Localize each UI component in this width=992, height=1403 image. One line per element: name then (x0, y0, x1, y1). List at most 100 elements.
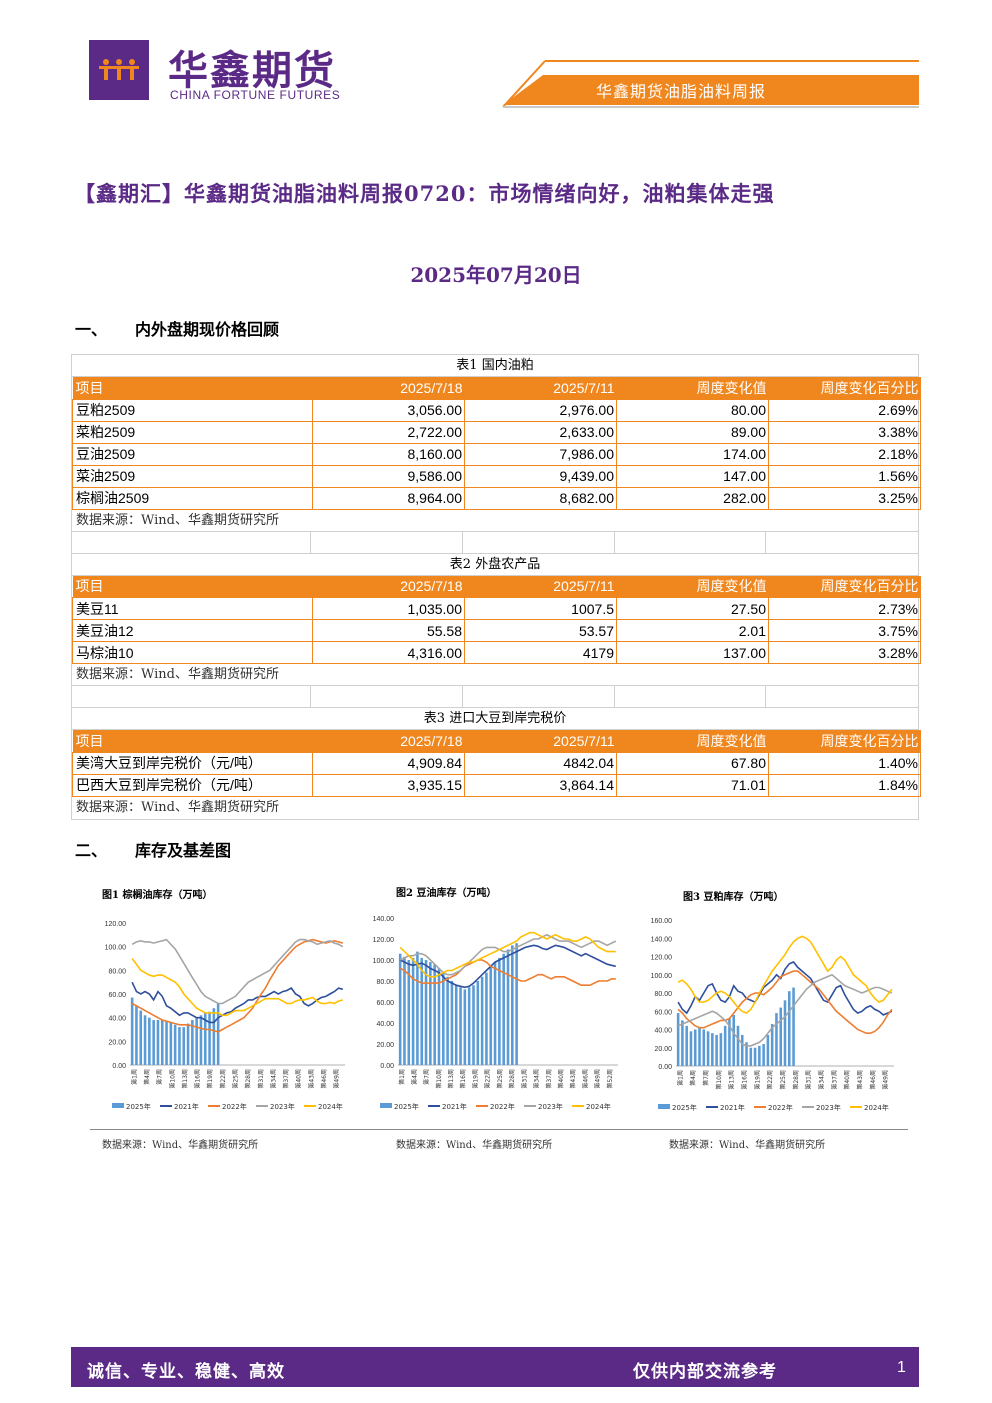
bar-mark (762, 1044, 765, 1066)
item-name-cell: 美湾大豆到岸完税价（元/吨） (72, 751, 313, 775)
section-number: 一、 (75, 320, 108, 339)
legend-swatch (658, 1104, 670, 1109)
series-line (131, 938, 344, 1005)
x-tick-label: 第25周 (779, 1070, 787, 1090)
x-tick-label: 第34周 (269, 1069, 277, 1089)
chart-soybean-meal-inventory: 图3 豆粕库存（万吨） 160.00 140.00 120.00 100.00 80.00… (638, 878, 903, 1128)
table3-source: 数据来源：Wind、华鑫期货研究所 (76, 799, 279, 815)
value-cell: 2.18% (768, 442, 921, 466)
value-cell: 71.01 (616, 773, 769, 797)
bar-mark (711, 1033, 714, 1066)
value-cell: 2.69% (768, 398, 921, 422)
x-tick-label: 第1周 (398, 1069, 406, 1085)
column-header: 周度变化百分比 (768, 377, 921, 399)
x-tick-label: 第40周 (295, 1069, 303, 1089)
x-tick-label: 第19周 (471, 1069, 479, 1089)
section-heading-prices: 一、 内外盘期现价格回顾 (75, 316, 279, 340)
logo-chinese-name: 华鑫期货 (168, 48, 336, 94)
legend-label: 2025年 (394, 1102, 419, 1111)
item-name-cell: 美豆11 (72, 597, 313, 620)
series-line (399, 944, 616, 989)
x-tick-label: 第43周 (856, 1070, 864, 1090)
bar-mark (502, 953, 505, 1065)
value-cell: 3,056.00 (312, 398, 465, 422)
column-header: 项目 (72, 377, 313, 399)
bar-mark (191, 1020, 194, 1065)
series-line (131, 938, 344, 1033)
series-line (399, 933, 617, 976)
x-tick-label: 第19周 (206, 1069, 214, 1089)
footer-motto: 诚信、专业、稳健、高效 (87, 1362, 285, 1382)
x-tick-label: 第25周 (232, 1069, 240, 1089)
column-header: 周度变化百分比 (768, 575, 921, 598)
y-tick-label: 100.00 (373, 958, 395, 965)
column-header: 2025/7/18 (312, 575, 465, 598)
bar-mark (160, 1020, 164, 1065)
bar-mark (693, 1029, 697, 1066)
y-tick-label: 120.00 (651, 955, 673, 962)
x-tick-label: 第1周 (676, 1070, 684, 1086)
legend-label: 2025年 (672, 1103, 697, 1112)
x-tick-label: 第37周 (545, 1069, 553, 1089)
value-cell: 282.00 (616, 486, 769, 510)
bar-mark (403, 956, 406, 1065)
x-tick-label: 第49周 (594, 1069, 602, 1089)
footer-disclaimer: 仅供内部交流参考 (633, 1362, 777, 1382)
table2-source: 数据来源：Wind、华鑫期货研究所 (72, 664, 918, 686)
x-tick-label: 第1周 (130, 1069, 138, 1085)
x-tick-label: 第16周 (194, 1069, 202, 1089)
bar-mark (165, 1021, 168, 1065)
bar-mark (723, 1025, 727, 1066)
y-tick-label: 120.00 (105, 921, 127, 928)
bar-mark (702, 1029, 706, 1066)
chart-plot: 120.00100.0080.0060.0040.0020.000.00第1周第… (105, 921, 345, 1111)
x-tick-label: 第28周 (508, 1069, 516, 1089)
x-tick-label: 第46周 (320, 1069, 328, 1089)
bar-mark (685, 1025, 688, 1066)
table-header-row: 项目 2025/7/18 2025/7/11 周度变化值 周度变化百分比 (72, 575, 921, 598)
x-tick-label: 第22周 (766, 1070, 774, 1090)
inventory-charts: 图1 棕榈油库存（万吨） 120.00 100.00 80.00 60.00 40.00 2… (90, 878, 908, 1130)
bar-mark (758, 1045, 761, 1066)
x-tick-label: 第31周 (520, 1069, 528, 1089)
bar-mark (420, 957, 424, 1065)
bar-mark (208, 1011, 211, 1065)
bar-mark (775, 1013, 778, 1066)
x-tick-label: 第10周 (715, 1070, 723, 1090)
bar-mark (719, 1033, 723, 1066)
column-header: 周度变化值 (616, 730, 769, 752)
bar-mark (676, 1013, 680, 1066)
y-tick-label: 40.00 (376, 1021, 394, 1028)
value-cell: 53.57 (464, 619, 617, 642)
table-row: 美豆油12 55.58 53.57 2.01 3.75% (72, 619, 921, 642)
value-cell: 3.38% (768, 420, 921, 444)
legend-label: 2021年 (442, 1102, 467, 1111)
y-tick-label: 140.00 (651, 936, 673, 943)
value-cell: 9,439.00 (464, 464, 617, 488)
bar-mark (173, 1024, 177, 1065)
x-tick-label: 第43周 (569, 1069, 577, 1089)
report-date: 2025年07月20日 (410, 263, 582, 287)
bar-mark (446, 976, 449, 1065)
table-header-row: 项目 2025/7/18 2025/7/11 周度变化值 周度变化百分比 (72, 377, 921, 399)
legend-label: 2022年 (490, 1102, 515, 1111)
item-name-cell: 豆油2509 (72, 442, 313, 466)
x-tick-label: 第7周 (702, 1070, 710, 1086)
item-name-cell: 棕榈油2509 (72, 486, 313, 510)
column-header: 2025/7/18 (312, 377, 465, 399)
bar-mark (498, 957, 501, 1065)
table-spacer-row (72, 686, 918, 708)
y-tick-label: 120.00 (373, 937, 395, 944)
bar-mark (485, 972, 488, 1065)
x-tick-label: 第25周 (496, 1069, 504, 1089)
series-line (677, 973, 893, 1047)
bar-mark (148, 1017, 151, 1065)
x-tick-label: 第34周 (817, 1070, 825, 1090)
table-row: 棕榈油2509 8,964.00 8,682.00 282.00 3.25% (72, 486, 921, 510)
x-tick-label: 第4周 (410, 1069, 418, 1085)
logo-figures-icon (99, 59, 139, 80)
y-tick-label: 0.00 (112, 1063, 126, 1070)
series-line (131, 958, 344, 1017)
value-cell: 55.58 (312, 619, 465, 642)
bar-mark (506, 949, 510, 1065)
